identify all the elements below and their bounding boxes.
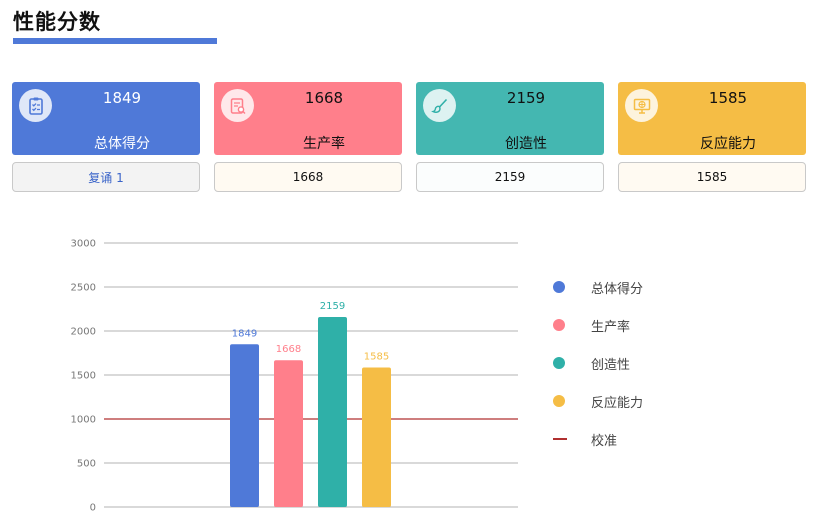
bar-value-label: 1668: [276, 344, 301, 355]
score-card-3: 2159 创造性: [416, 82, 604, 155]
legend-label: 总体得分: [591, 281, 644, 297]
brush-icon: [423, 89, 456, 122]
card-label: 生产率: [303, 136, 345, 152]
bar-value-label: 2159: [320, 301, 345, 312]
score-card-2: 1668 生产率: [214, 82, 402, 155]
card-label: 总体得分: [94, 136, 150, 152]
legend-line: [553, 438, 567, 440]
y-tick-label: 1000: [71, 415, 96, 426]
card-action-button-3[interactable]: 2159: [416, 162, 604, 192]
legend-item: 反应能力: [553, 382, 643, 420]
bar: [318, 317, 347, 507]
card-value: 1585: [708, 89, 748, 107]
card-value: 2159: [506, 89, 546, 107]
y-tick-label: 1500: [71, 371, 96, 382]
legend-swatch: [553, 395, 565, 407]
score-card-1: 1849 总体得分: [12, 82, 200, 155]
legend-item: 生产率: [553, 306, 643, 344]
monitor-globe-icon: [625, 89, 658, 122]
legend-label: 反应能力: [591, 395, 644, 411]
card-label: 反应能力: [700, 136, 756, 152]
card-action-button-4[interactable]: 1585: [618, 162, 806, 192]
card-value: 1668: [304, 89, 344, 107]
card-action-button-1[interactable]: 复诵 1: [12, 162, 200, 192]
clipboard-check-icon: [19, 89, 52, 122]
score-card-4: 1585 反应能力: [618, 82, 806, 155]
chart-legend: 总体得分生产率创造性反应能力校准: [553, 268, 643, 458]
title-underline: [13, 38, 217, 44]
legend-label: 创造性: [591, 357, 631, 373]
legend-label: 生产率: [591, 319, 631, 335]
legend-swatch: [553, 357, 565, 369]
y-tick-label: 2000: [71, 327, 96, 338]
document-search-icon: [221, 89, 254, 122]
legend-item: 创造性: [553, 344, 643, 382]
bar: [230, 344, 259, 507]
legend-item-reference: 校准: [553, 420, 643, 458]
performance-bar-chart: 0 500 1000 1500 2000 2500 3000 1849 1668 2159 1585: [71, 239, 518, 514]
page-title: 性能分数: [13, 10, 101, 34]
card-label: 创造性: [505, 136, 547, 152]
card-value: 1849: [102, 89, 142, 107]
legend-item: 总体得分: [553, 268, 643, 306]
card-action-button-2[interactable]: 1668: [214, 162, 402, 192]
bar-value-label: 1585: [364, 352, 389, 363]
bar: [362, 367, 391, 507]
y-tick-label: 3000: [71, 239, 96, 250]
bar: [274, 360, 303, 507]
y-tick-label: 0: [90, 503, 96, 514]
legend-swatch: [553, 319, 565, 331]
legend-label: 校准: [591, 433, 618, 449]
y-tick-label: 2500: [71, 283, 96, 294]
bar-value-label: 1849: [232, 328, 257, 339]
legend-swatch: [553, 281, 565, 293]
y-tick-label: 500: [77, 459, 96, 470]
